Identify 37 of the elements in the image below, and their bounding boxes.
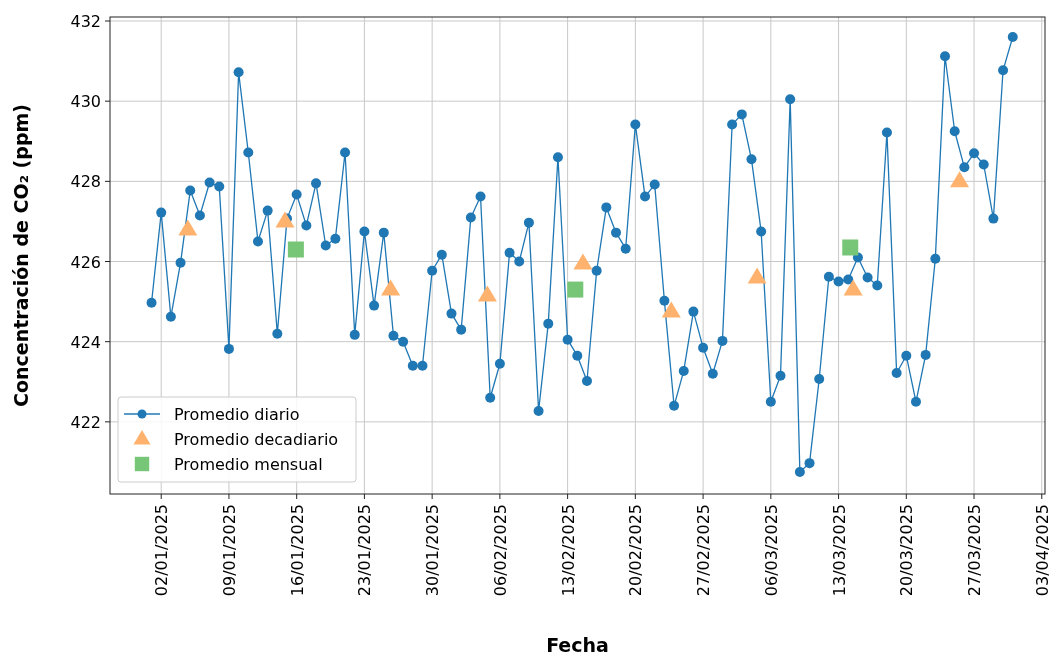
point	[178, 219, 198, 236]
x-tick-label: 13/03/2025	[829, 504, 849, 597]
point	[843, 279, 863, 296]
point	[567, 281, 584, 298]
x-tick-label: 20/03/2025	[897, 504, 917, 597]
y-tick-label: 430	[70, 92, 101, 112]
legend-label: Promedio decadiario	[174, 430, 339, 449]
point	[275, 211, 295, 228]
x-tick-label: 13/02/2025	[558, 504, 578, 597]
x-tick-label: 16/01/2025	[287, 504, 307, 597]
y-tick-label: 426	[70, 252, 101, 272]
point	[477, 285, 497, 302]
x-tick-label: 27/03/2025	[965, 504, 985, 597]
point	[573, 253, 593, 270]
x-tick-label: 06/03/2025	[761, 504, 781, 597]
y-axis-title: Concentración de CO₂ (ppm)	[10, 104, 32, 407]
y-tick-label: 432	[70, 12, 101, 32]
legend-label: Promedio diario	[174, 405, 300, 424]
legend-label: Promedio mensual	[174, 455, 323, 474]
x-tick-label: 03/04/2025	[1032, 504, 1052, 597]
x-tick-label: 23/01/2025	[355, 504, 375, 597]
x-tick-label: 09/01/2025	[219, 504, 239, 597]
x-tick-label: 20/02/2025	[626, 504, 646, 597]
x-tick-label: 06/02/2025	[490, 504, 510, 597]
point	[842, 239, 859, 256]
point	[747, 267, 767, 284]
y-tick-label: 428	[70, 172, 101, 192]
x-tick-label: 02/01/2025	[152, 504, 172, 597]
x-axis-title: Fecha	[546, 634, 609, 656]
point	[950, 171, 970, 188]
point	[287, 241, 304, 258]
y-tick-label: 424	[70, 332, 101, 352]
x-tick-label: 27/02/2025	[694, 504, 714, 597]
x-tick-label: 30/01/2025	[423, 504, 443, 597]
y-tick-label: 422	[70, 412, 101, 432]
point	[661, 301, 681, 318]
point	[381, 279, 401, 296]
